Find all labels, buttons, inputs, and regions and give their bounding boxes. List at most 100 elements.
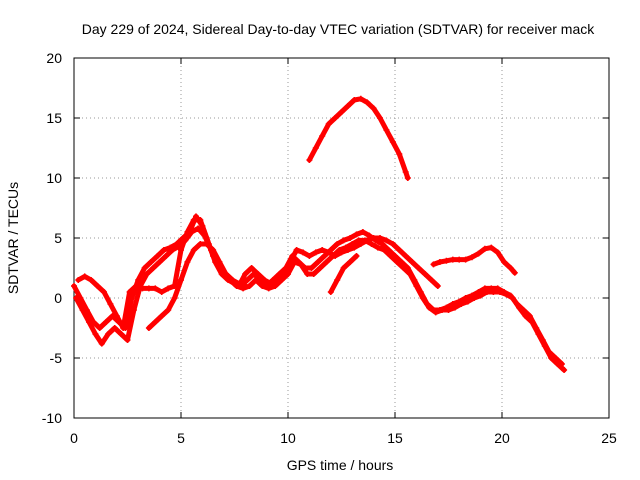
data-point <box>445 307 452 313</box>
series-line <box>146 241 248 331</box>
data-point <box>402 253 409 259</box>
data-point <box>353 231 360 238</box>
data-point <box>439 307 446 313</box>
data-point <box>317 265 324 271</box>
data-point <box>71 283 77 289</box>
data-point <box>141 265 148 271</box>
data-point <box>443 257 450 264</box>
data-point <box>338 249 345 256</box>
y-tick-label: 15 <box>46 110 62 126</box>
data-point <box>242 271 249 277</box>
data-point <box>449 256 456 263</box>
data-point <box>124 337 131 343</box>
data-point <box>325 121 332 127</box>
data-point <box>389 241 396 247</box>
data-series <box>71 95 568 373</box>
data-point <box>477 292 484 299</box>
data-point <box>464 298 471 305</box>
data-point <box>197 241 204 247</box>
data-point <box>203 235 210 241</box>
data-point <box>554 361 561 367</box>
data-point <box>216 259 223 265</box>
data-point <box>334 241 341 247</box>
data-point <box>430 261 437 268</box>
data-point <box>308 265 315 271</box>
data-point <box>163 253 169 259</box>
data-point <box>503 291 510 298</box>
data-point <box>126 289 133 295</box>
data-point <box>169 247 176 253</box>
data-point <box>381 247 388 253</box>
data-point <box>197 217 204 223</box>
series-track-5 <box>306 95 411 181</box>
data-point <box>103 319 110 325</box>
data-point <box>327 289 334 295</box>
data-point <box>389 139 396 145</box>
data-point <box>383 127 390 133</box>
x-tick-label: 5 <box>177 430 185 446</box>
data-point <box>351 97 358 103</box>
data-point <box>274 277 281 283</box>
data-point <box>139 285 146 292</box>
y-tick-label: -10 <box>42 410 62 426</box>
data-point <box>323 259 330 265</box>
data-point <box>407 271 413 277</box>
data-point <box>475 250 482 257</box>
data-point <box>340 237 347 244</box>
data-point <box>101 289 107 295</box>
data-point <box>105 331 112 337</box>
data-point <box>428 277 435 283</box>
data-point <box>347 259 354 265</box>
data-point <box>248 265 255 271</box>
data-point <box>481 245 488 252</box>
data-point <box>195 225 202 232</box>
data-point <box>451 304 458 311</box>
data-point <box>304 271 311 277</box>
x-axis-label: GPS time / hours <box>287 457 394 473</box>
data-point <box>98 340 105 347</box>
data-point <box>325 249 332 256</box>
data-point <box>344 103 351 109</box>
data-point <box>319 133 326 139</box>
data-point <box>94 283 101 289</box>
data-point <box>118 331 125 337</box>
data-point <box>190 217 197 223</box>
data-point <box>92 331 99 337</box>
data-point <box>413 283 420 289</box>
data-point <box>334 277 341 283</box>
data-point <box>507 265 514 271</box>
data-point <box>293 247 300 253</box>
data-point <box>484 289 490 295</box>
data-point <box>370 235 377 241</box>
data-point <box>81 273 88 280</box>
x-tick-label: 15 <box>387 430 403 446</box>
data-point <box>165 307 172 313</box>
data-point <box>184 259 191 265</box>
data-point <box>130 307 137 313</box>
data-point <box>396 151 403 157</box>
data-point <box>259 283 266 289</box>
data-point <box>160 247 167 253</box>
data-point <box>86 319 92 325</box>
x-tick-label: 25 <box>601 430 617 446</box>
series-track-7 <box>327 253 360 295</box>
data-point <box>359 229 366 235</box>
data-point <box>383 237 390 244</box>
y-tick-label: 0 <box>54 290 62 306</box>
data-point <box>379 241 386 247</box>
data-point <box>396 247 403 253</box>
data-point <box>310 271 317 277</box>
data-point <box>338 109 345 115</box>
y-tick-label: 10 <box>46 170 62 186</box>
data-point <box>377 235 383 241</box>
data-point <box>357 95 364 102</box>
data-point <box>203 241 210 247</box>
y-tick-label: -5 <box>50 350 63 366</box>
data-point <box>516 304 523 311</box>
data-point <box>113 313 120 319</box>
data-point <box>300 249 306 256</box>
series-track-3 <box>75 217 441 331</box>
data-point <box>306 253 313 259</box>
data-point <box>436 259 443 265</box>
data-point <box>111 325 118 331</box>
